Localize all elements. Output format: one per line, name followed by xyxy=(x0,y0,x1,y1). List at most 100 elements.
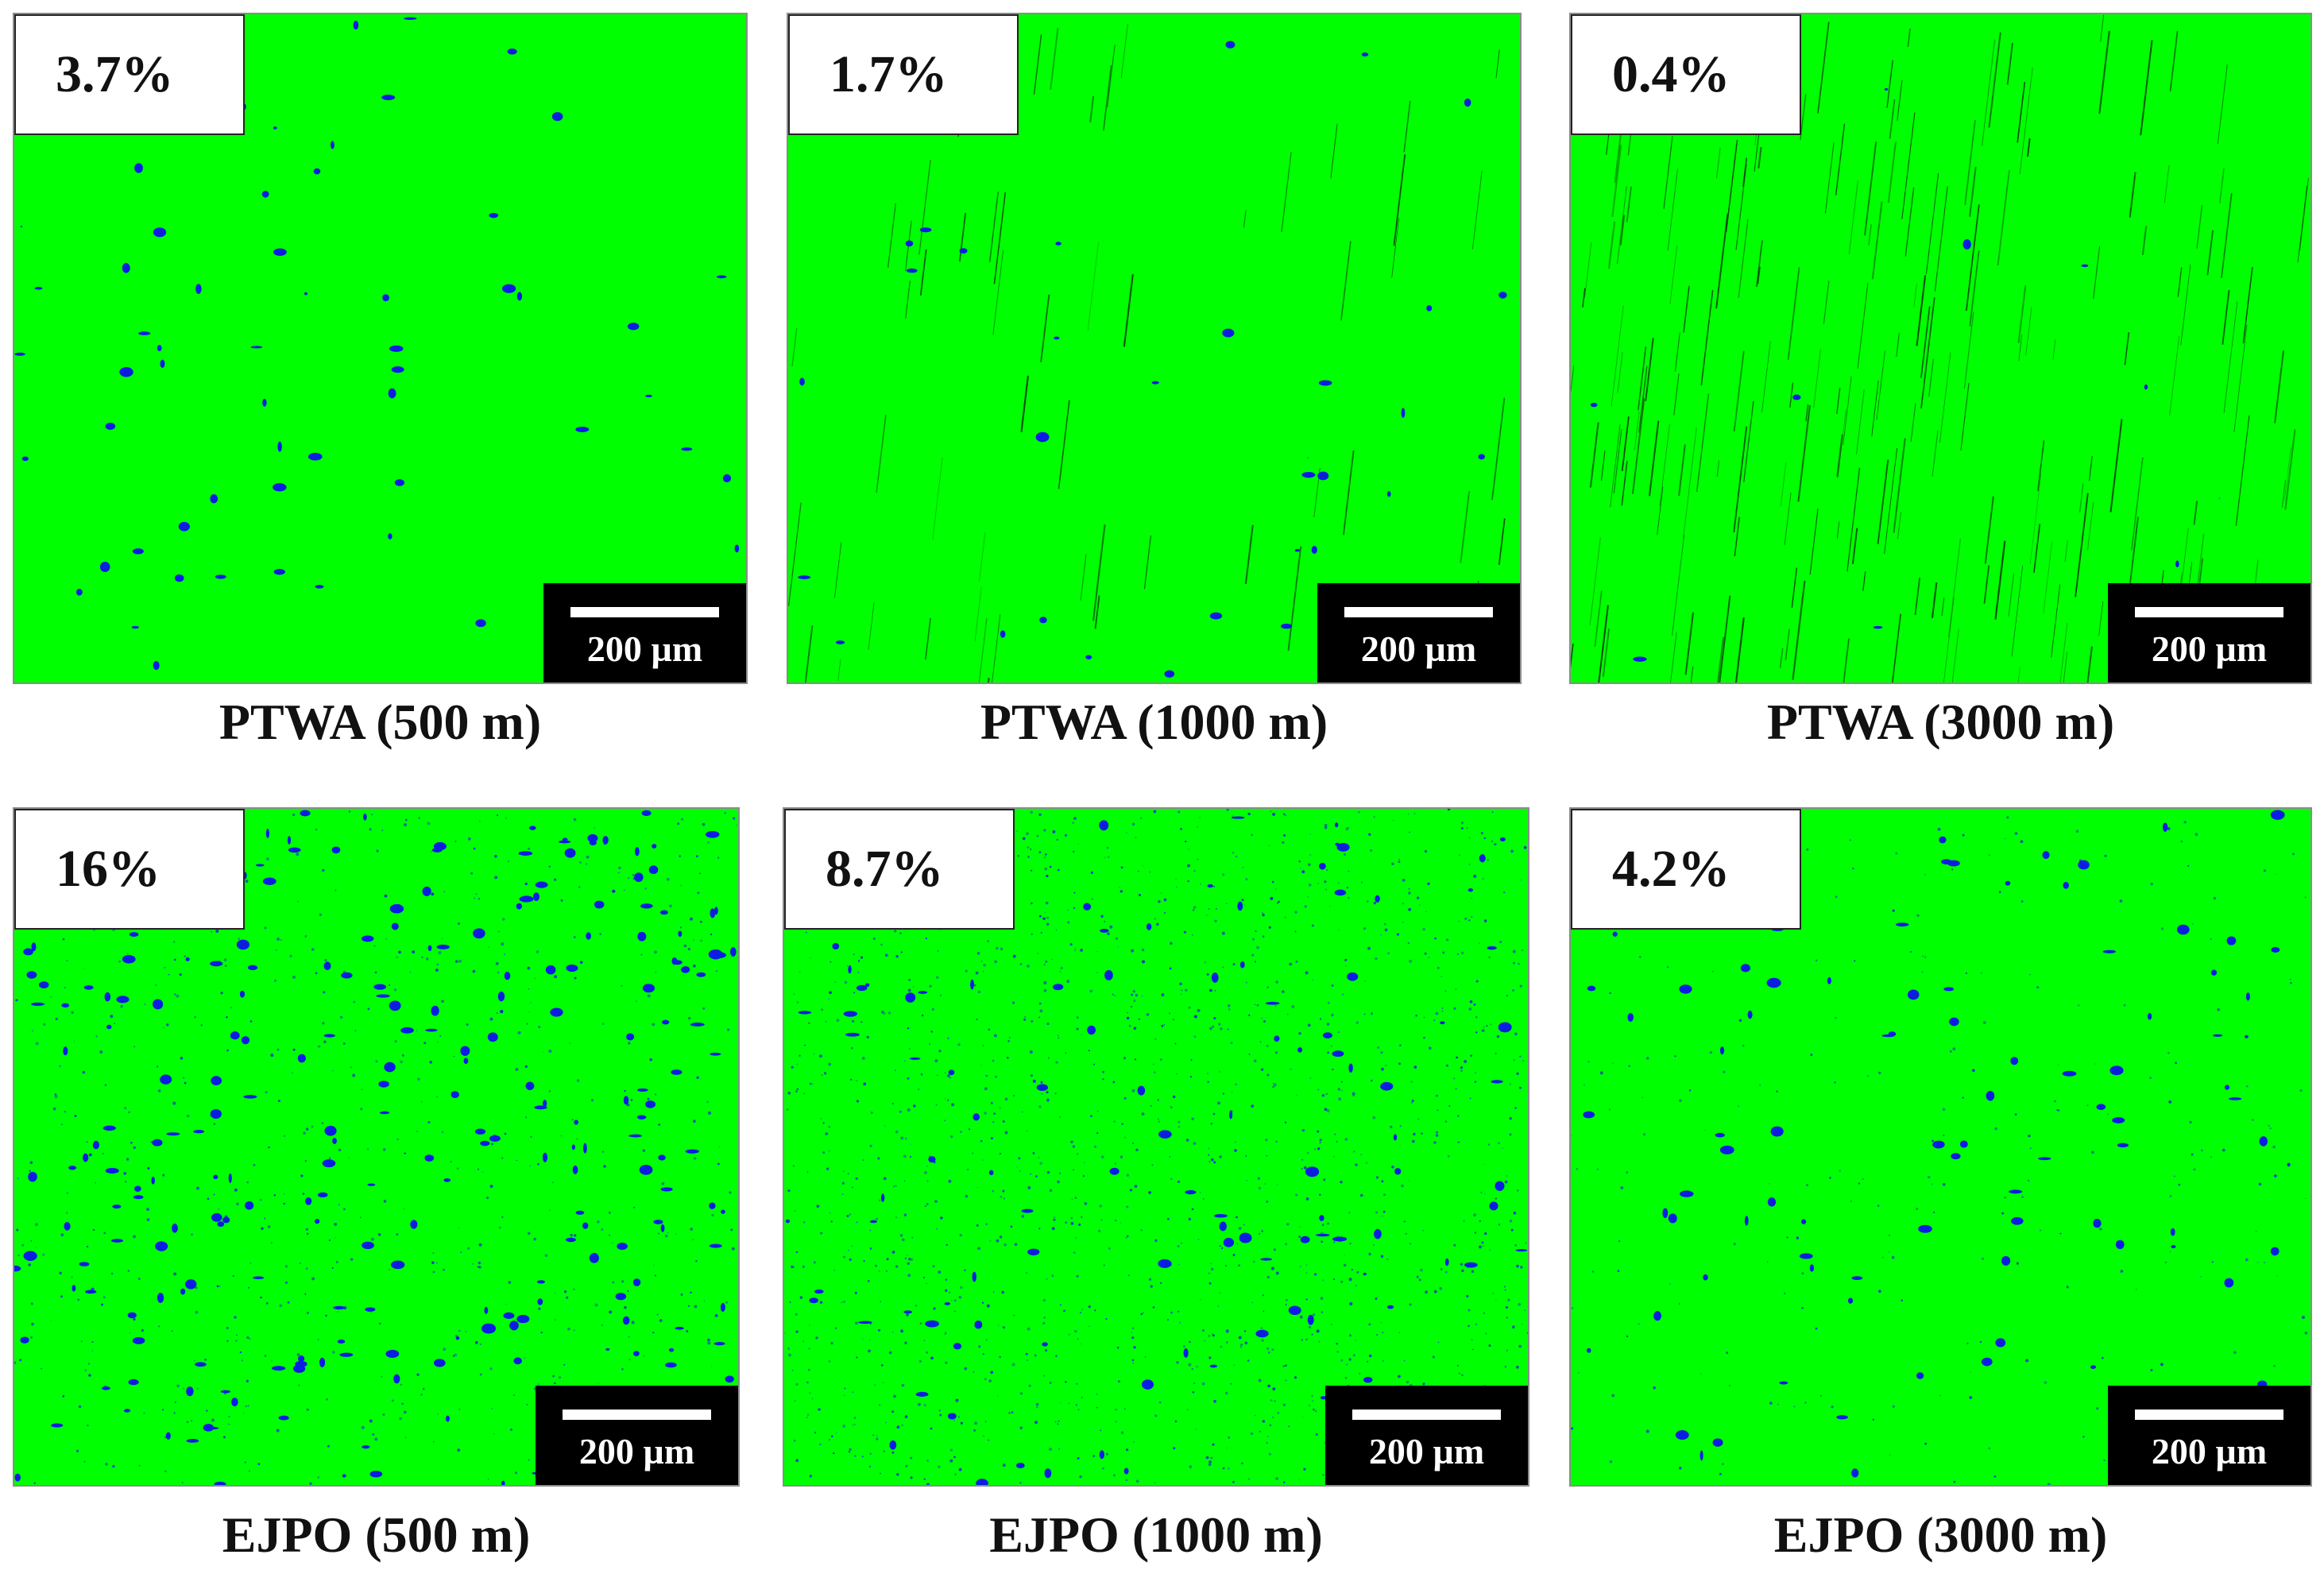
defect-speck xyxy=(92,1228,95,1232)
defect-speck xyxy=(1336,1141,1338,1143)
defect-speck xyxy=(923,1340,926,1341)
pore-defect xyxy=(132,548,144,555)
defect-speck xyxy=(474,1340,478,1344)
defect-speck xyxy=(895,954,899,958)
pore-defect xyxy=(2245,992,2250,1001)
defect-speck xyxy=(1113,1474,1116,1477)
defect-speck xyxy=(1226,809,1229,811)
defect-speck xyxy=(554,1382,556,1385)
defect-speck xyxy=(73,1040,75,1042)
defect-speck xyxy=(458,959,462,963)
defect-speck xyxy=(844,1387,846,1390)
defect-speck xyxy=(552,1375,555,1378)
defect-speck xyxy=(1801,1272,1804,1275)
defect-speck xyxy=(1444,1120,1448,1123)
defect-speck xyxy=(793,993,795,995)
defect-speck xyxy=(999,1107,1001,1108)
defect-speck xyxy=(487,946,489,949)
defect-speck xyxy=(624,889,625,891)
defect-speck xyxy=(2269,1127,2272,1130)
defect-speck xyxy=(1227,1004,1231,1007)
defect-speck xyxy=(1367,900,1369,903)
defect-speck xyxy=(609,1310,613,1314)
defect-speck xyxy=(1250,1432,1254,1435)
wear-scratch xyxy=(1491,397,1506,501)
defect-speck xyxy=(17,1254,20,1256)
defect-speck xyxy=(1141,1112,1145,1116)
defect-speck xyxy=(1738,1105,1740,1108)
wear-scratch xyxy=(1244,524,1254,585)
defect-speck xyxy=(1181,1242,1182,1244)
defect-speck xyxy=(309,1482,312,1485)
defect-speck xyxy=(895,1069,896,1071)
wear-scratch xyxy=(2196,204,2203,249)
defect-speck xyxy=(163,1027,164,1029)
defect-speck xyxy=(2245,1258,2249,1262)
defect-speck xyxy=(1049,1381,1052,1384)
defect-speck xyxy=(1185,1139,1189,1142)
defect-speck xyxy=(618,866,621,869)
defect-speck xyxy=(1068,1333,1070,1336)
defect-speck xyxy=(173,1412,176,1414)
defect-speck xyxy=(1518,1344,1522,1348)
pore-defect xyxy=(2081,264,2089,268)
defect-speck xyxy=(1767,1261,1769,1263)
defect-speck xyxy=(1481,1241,1484,1244)
defect-speck xyxy=(43,1023,46,1027)
defect-speck xyxy=(924,1170,927,1174)
defect-speck xyxy=(1266,1200,1269,1204)
defect-speck xyxy=(1043,963,1046,966)
pore-defect xyxy=(652,844,657,849)
micrograph-panel-ejpo-1000: 8.7% 200 µm xyxy=(783,807,1529,1487)
defect-speck xyxy=(1038,1016,1041,1019)
defect-speck xyxy=(491,1407,493,1410)
pore-defect xyxy=(123,1409,131,1413)
defect-speck xyxy=(1258,1186,1262,1190)
defect-speck xyxy=(1320,1018,1322,1020)
defect-speck xyxy=(83,1460,86,1463)
defect-speck xyxy=(1571,1135,1572,1137)
wear-scratch xyxy=(1102,65,1112,131)
pore-defect xyxy=(525,1081,535,1091)
wear-scratch xyxy=(1674,332,1680,372)
wear-scratch xyxy=(1631,398,1645,494)
defect-speck xyxy=(1034,1354,1037,1357)
defect-speck xyxy=(977,990,981,994)
defect-speck xyxy=(382,1413,385,1416)
defect-speck xyxy=(127,953,129,954)
defect-speck xyxy=(1275,1271,1279,1275)
defect-speck xyxy=(348,810,351,813)
defect-speck xyxy=(1509,1083,1511,1085)
wear-scratch xyxy=(1678,444,1686,497)
defect-speck xyxy=(910,1258,914,1261)
wear-scratch xyxy=(1805,404,1809,422)
pore-defect xyxy=(239,990,246,998)
defect-speck xyxy=(337,1311,339,1313)
defect-speck xyxy=(628,1359,631,1361)
defect-speck xyxy=(1225,1329,1229,1333)
defect-speck xyxy=(675,1233,677,1236)
pore-defect xyxy=(82,1153,89,1162)
pore-defect xyxy=(1363,1376,1373,1383)
defect-speck xyxy=(2276,1274,2279,1277)
defect-speck xyxy=(1435,1134,1439,1137)
pore-defect xyxy=(809,1297,818,1304)
defect-speck xyxy=(1411,1102,1413,1104)
defect-speck xyxy=(1077,1338,1079,1340)
defect-speck xyxy=(586,855,590,859)
defect-speck xyxy=(1239,1346,1242,1348)
defect-speck xyxy=(974,1421,978,1425)
defect-speck xyxy=(1495,1197,1497,1200)
defect-speck xyxy=(819,1443,822,1445)
wear-scratch xyxy=(1621,416,1630,471)
defect-speck xyxy=(988,1028,991,1031)
pore-defect xyxy=(63,1046,68,1056)
defect-speck xyxy=(1261,1339,1264,1342)
wear-scratch xyxy=(2197,533,2205,584)
defect-speck xyxy=(1719,1472,1722,1475)
defect-speck xyxy=(2029,973,2031,976)
defect-speck xyxy=(1268,845,1270,847)
defect-speck xyxy=(2257,1262,2259,1263)
defect-speck xyxy=(369,828,372,831)
defect-speck xyxy=(1942,1182,1946,1186)
